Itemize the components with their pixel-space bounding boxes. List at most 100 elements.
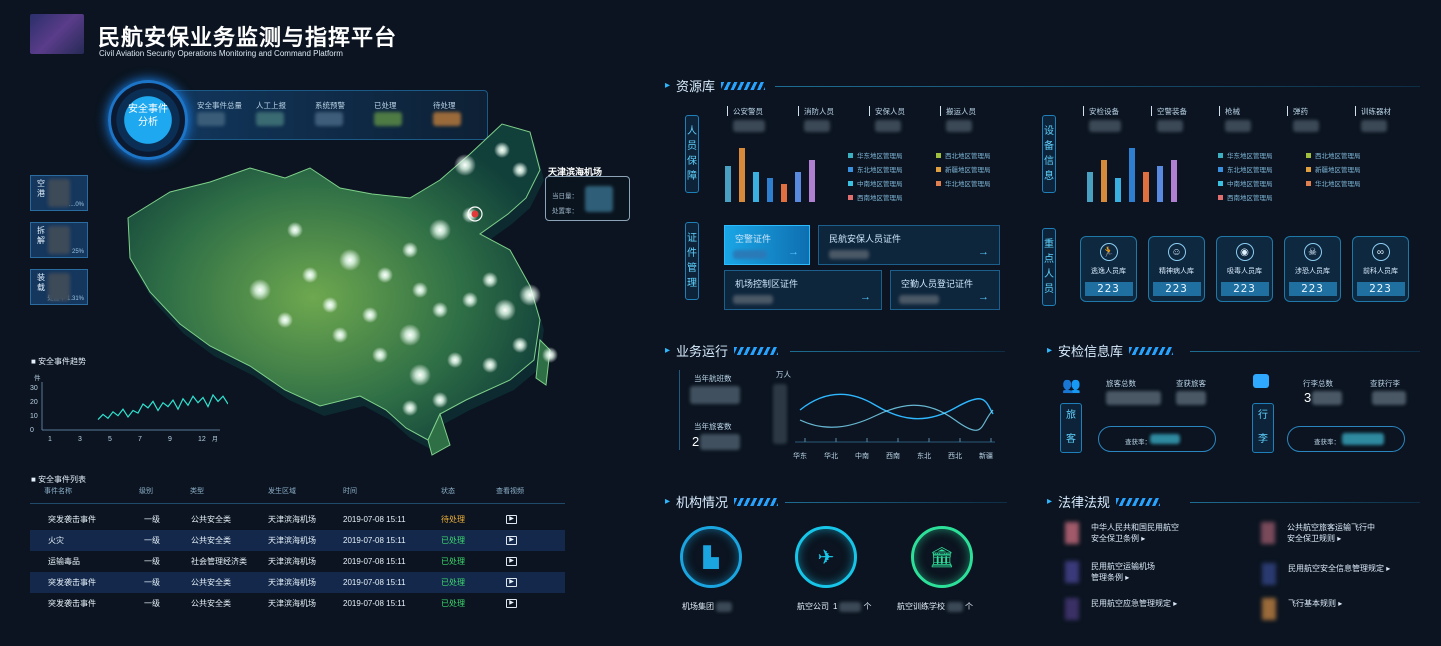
resource-category: 训练器材: [1361, 107, 1391, 116]
law-link[interactable]: 民用航空安全信息管理规定 ▸: [1262, 563, 1390, 585]
map-hotspot[interactable]: [412, 282, 428, 298]
law-link[interactable]: 民用航空应急管理规定 ▸: [1065, 598, 1177, 620]
resource-bar: [725, 166, 731, 202]
section-header-ops: ▸ 业务运行: [665, 341, 779, 360]
map-hotspot[interactable]: [302, 267, 318, 283]
ops-line-chart: [795, 393, 995, 443]
table-cell: 2019-07-08 15:11: [343, 599, 406, 608]
cert-card-air-police[interactable]: 空警证件 →: [724, 225, 810, 265]
map-hotspot[interactable]: [332, 327, 348, 343]
cert-card-crew[interactable]: 空勤人员登记证件 →: [890, 270, 1000, 310]
vertical-char: 保: [687, 156, 697, 167]
law-link[interactable]: 民用航空运输机场 管理条例 ▸: [1065, 561, 1155, 583]
map-hotspot[interactable]: [287, 222, 303, 238]
china-map[interactable]: [110, 110, 570, 460]
event-col-header: 查看视频: [496, 488, 524, 495]
key-person-card[interactable]: ◉ 吸毒人员库 223: [1216, 236, 1273, 302]
key-person-icon: ◉: [1235, 243, 1254, 261]
org-ring[interactable]: ✈: [795, 526, 857, 588]
map-hotspot[interactable]: [339, 249, 361, 271]
ops-unit: 万人: [776, 370, 791, 379]
video-icon[interactable]: ▶: [506, 515, 517, 524]
key-person-count: 223: [1084, 282, 1133, 296]
org-icon: ▙: [703, 546, 719, 569]
legend-item: 新疆地区管理局: [936, 164, 991, 174]
map-hotspot[interactable]: [462, 292, 478, 308]
map-hotspot[interactable]: [402, 242, 418, 258]
event-col-header: 级别: [139, 488, 153, 495]
resource-bar: [795, 172, 801, 202]
map-hotspot[interactable]: [409, 364, 431, 386]
side-stat-label: 装 载: [37, 273, 45, 292]
ops-region-label: 西北: [948, 453, 962, 460]
map-hotspot[interactable]: [432, 392, 448, 408]
table-row[interactable]: 突发袭击事件 一级 公共安全类 天津滨海机场 2019-07-08 15:11 已处理 ▶: [30, 572, 565, 593]
map-hotspot[interactable]: [322, 297, 338, 313]
table-row[interactable]: 突发袭击事件 一级 公共安全类 天津滨海机场 2019-07-08 15:11 已处理 ▶: [30, 593, 565, 614]
map-hotspot[interactable]: [429, 219, 451, 241]
org-ring[interactable]: 🏛: [911, 526, 973, 588]
map-hotspot[interactable]: [249, 279, 271, 301]
map-hotspot[interactable]: [402, 400, 418, 416]
airport-popup-line1: 当日量：: [552, 193, 578, 200]
analysis-ring[interactable]: [108, 80, 188, 160]
luggage-rate-label: 查获率：: [1314, 439, 1340, 446]
org-label: 航空公司 1 个: [797, 601, 872, 612]
table-row[interactable]: 突发袭击事件 一级 公共安全类 天津滨海机场 2019-07-08 15:11 待处理 ▶: [30, 509, 565, 530]
analysis-stat-label: 安全事件总量: [197, 101, 242, 110]
video-icon[interactable]: ▶: [506, 599, 517, 608]
map-hotspot[interactable]: [542, 347, 558, 363]
resource-bar: [1129, 148, 1135, 202]
map-hotspot[interactable]: [377, 267, 393, 283]
vertical-char: 件: [687, 248, 697, 259]
table-row[interactable]: 火灾 一级 公共安全类 天津滨海机场 2019-07-08 15:11 已处理 ▶: [30, 530, 565, 551]
map-hotspot[interactable]: [372, 347, 388, 363]
map-hotspot[interactable]: [482, 272, 498, 288]
key-person-card[interactable]: ☠ 涉恐人员库 223: [1284, 236, 1341, 302]
key-person-card[interactable]: ☺ 精神病人库 223: [1148, 236, 1205, 302]
trend-y-tick: 0: [30, 427, 34, 434]
trend-y-tick: 30: [30, 385, 38, 392]
pax-value-prefix: 2: [692, 434, 700, 449]
vertical-char: 设: [1044, 126, 1054, 137]
map-hotspot[interactable]: [519, 284, 541, 306]
map-hotspot[interactable]: [512, 162, 528, 178]
map-hotspot[interactable]: [454, 154, 476, 176]
trend-y-tick: 20: [30, 399, 38, 406]
luggage-rate-pill: [1287, 426, 1405, 452]
map-hotspot[interactable]: [482, 357, 498, 373]
map-hotspot[interactable]: [494, 299, 516, 321]
map-hotspot[interactable]: [277, 312, 293, 328]
video-icon[interactable]: ▶: [506, 557, 517, 566]
video-icon[interactable]: ▶: [506, 578, 517, 587]
key-person-label: 精神病人库: [1159, 268, 1194, 275]
map-hotspot[interactable]: [447, 352, 463, 368]
law-link[interactable]: 中华人民共和国民用航空 安全保卫条例 ▸: [1065, 522, 1179, 544]
org-icon: ✈: [817, 546, 835, 569]
table-row[interactable]: 运输毒品 一级 社会管理经济类 天津滨海机场 2019-07-08 15:11 已处理 ▶: [30, 551, 565, 572]
key-person-count: 223: [1356, 282, 1405, 296]
analysis-stat-value: [433, 112, 461, 126]
map-hotspot[interactable]: [512, 337, 528, 353]
org-ring[interactable]: ▙: [680, 526, 742, 588]
law-link[interactable]: 飞行基本规则 ▸: [1262, 598, 1342, 620]
cert-card-security-staff[interactable]: 民航安保人员证件 →: [818, 225, 1000, 265]
trend-x-tick: 9: [168, 436, 172, 443]
map-hotspot[interactable]: [494, 142, 510, 158]
event-col-header: 类型: [190, 488, 204, 495]
cert-card-control-zone[interactable]: 机场控制区证件 →: [724, 270, 882, 310]
section-header-resource: ▸ 资源库: [665, 76, 766, 95]
section-header-law: ▸ 法律法规: [1047, 492, 1161, 511]
airport-popup-line2: 处置率：: [552, 208, 578, 215]
trend-title: ■ 安全事件趋势: [31, 357, 87, 366]
video-icon[interactable]: ▶: [506, 536, 517, 545]
map-hotspot[interactable]: [399, 324, 421, 346]
key-person-card[interactable]: ∞ 前科人员库 223: [1352, 236, 1409, 302]
map-hotspot[interactable]: [432, 302, 448, 318]
legend-item: 西北地区管理局: [1306, 150, 1361, 160]
map-hotspot[interactable]: [362, 307, 378, 323]
key-person-card[interactable]: 🏃 逃逸人员库 223: [1080, 236, 1137, 302]
side-stat-note: 25%: [71, 249, 84, 255]
table-cell: 一级: [144, 578, 160, 587]
law-link[interactable]: 公共航空旅客运输飞行中 安全保卫规则 ▸: [1261, 522, 1375, 544]
